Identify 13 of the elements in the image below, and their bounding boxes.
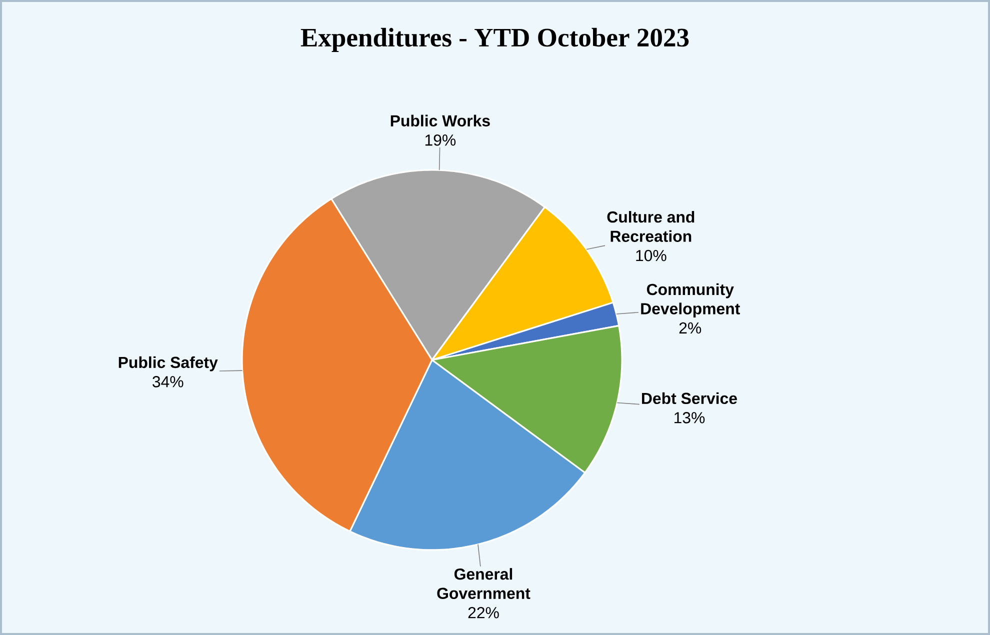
data-label: 34% bbox=[152, 376, 184, 388]
slice-label: Debt Service bbox=[642, 392, 737, 404]
data-label: 22% bbox=[468, 607, 499, 618]
data-label: 13% bbox=[674, 412, 705, 424]
data-label: 19% bbox=[425, 134, 456, 146]
slice-label: General Government bbox=[437, 568, 530, 600]
data-label: 2% bbox=[679, 322, 702, 334]
slice-label: Culture and Recreation bbox=[607, 210, 694, 242]
slice-label: Public Works bbox=[390, 114, 490, 126]
slice-label: Community Development bbox=[641, 283, 740, 318]
data-label: 10% bbox=[636, 250, 666, 262]
slice-label: Public Safety bbox=[118, 356, 218, 372]
chart-title: Expenditures - YTD October 2023 bbox=[300, 28, 689, 52]
